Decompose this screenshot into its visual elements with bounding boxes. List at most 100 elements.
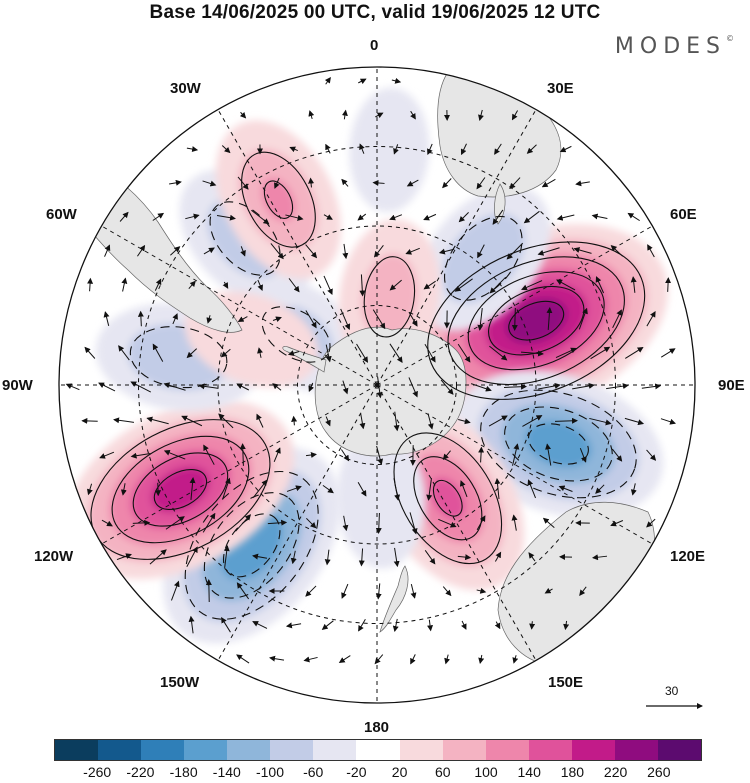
wind-arrow xyxy=(169,179,182,186)
wind-arrow xyxy=(290,550,297,565)
lon-label-60w: 60W xyxy=(46,206,77,223)
wind-arrow xyxy=(376,376,383,399)
wind-arrow xyxy=(438,518,457,528)
colorbar xyxy=(54,739,702,761)
wind-arrow xyxy=(427,413,434,430)
wind-arrow xyxy=(342,243,349,260)
wind-arrow xyxy=(590,346,611,360)
wind-arrow xyxy=(165,516,185,530)
wind-arrow xyxy=(438,248,455,255)
wind-arrow xyxy=(321,620,334,630)
wind-arrow xyxy=(170,246,181,256)
wind-arrow xyxy=(119,211,129,222)
wind-arrow xyxy=(440,379,454,395)
wind-arrow xyxy=(595,484,605,494)
contour-line xyxy=(203,492,300,599)
wind-arrow xyxy=(478,446,485,463)
wind-arrow xyxy=(308,110,315,120)
wind-arrow xyxy=(521,280,543,291)
wind-arrow xyxy=(477,244,485,259)
wind-arrow xyxy=(152,212,165,221)
lon-label-30w: 30W xyxy=(170,80,201,97)
wind-arrow xyxy=(375,512,382,535)
wind-arrow xyxy=(406,179,419,187)
wind-arrow xyxy=(589,417,612,426)
wind-arrow xyxy=(267,519,288,526)
lon-label-90e: 90E xyxy=(718,377,745,394)
wind-arrow xyxy=(188,615,195,634)
geopotential-anomaly-field xyxy=(66,87,668,644)
wind-arrow xyxy=(476,587,487,594)
wind-arrow xyxy=(285,214,304,221)
wind-arrow xyxy=(306,517,317,529)
colorbar-tick-label: 220 xyxy=(603,764,628,780)
wind-arrow xyxy=(172,313,178,325)
wind-arrow xyxy=(494,477,501,500)
lon-label-90w: 90W xyxy=(2,377,33,394)
colorbar-tick-label: -260 xyxy=(83,764,112,780)
wind-arrow xyxy=(324,549,331,566)
lon-label-120e: 120E xyxy=(670,548,706,565)
wind-arrow xyxy=(220,348,231,358)
graticule xyxy=(59,67,695,703)
wind-arrow xyxy=(506,242,524,260)
wind-arrow xyxy=(152,343,164,362)
wind-arrow xyxy=(287,350,300,356)
contour-line xyxy=(111,435,250,544)
wind-arrow xyxy=(494,621,501,630)
reference-vector-label: 30 xyxy=(665,684,679,698)
colorbar-tick-label: -20 xyxy=(346,764,367,780)
wind-arrow xyxy=(341,109,348,120)
wind-arrow xyxy=(203,444,215,465)
wind-arrow xyxy=(202,512,216,533)
wind-arrow xyxy=(323,275,333,296)
wind-arrow xyxy=(489,276,507,294)
wind-arrow xyxy=(427,143,433,155)
wind-arrow xyxy=(120,483,127,496)
contour-line xyxy=(527,423,589,465)
wind-arrow xyxy=(163,449,186,460)
wind-arrow xyxy=(389,279,402,291)
wind-arrow xyxy=(511,307,518,331)
colorbar-tick-label: -60 xyxy=(303,764,324,780)
anomaly-band xyxy=(430,477,466,520)
contour-line xyxy=(444,215,523,301)
latitude-circle xyxy=(297,305,457,465)
wind-arrow xyxy=(154,278,162,291)
wind-arrow xyxy=(270,243,284,260)
wind-arrow xyxy=(325,416,331,427)
wind-arrow xyxy=(630,483,637,496)
wind-arrow xyxy=(442,178,452,189)
wind-arrow xyxy=(612,309,622,329)
wind-arrow xyxy=(646,518,656,528)
wind-arrow xyxy=(457,343,471,363)
wind-arrow xyxy=(359,274,366,297)
wind-arrow xyxy=(221,145,231,154)
contour-line xyxy=(432,479,463,517)
wind-arrow xyxy=(410,110,416,120)
wind-arrow xyxy=(389,343,403,364)
wind-arrow xyxy=(442,450,451,461)
wind-arrow xyxy=(391,77,402,84)
wind-arrow xyxy=(392,618,399,633)
wind-arrow xyxy=(357,481,367,497)
wind-arrow xyxy=(511,514,518,531)
wind-arrow xyxy=(544,587,553,594)
wind-arrow xyxy=(257,279,263,291)
wind-arrow xyxy=(509,177,521,190)
wind-arrow xyxy=(573,247,592,254)
chart-title: Base 14/06/2025 00 UTC, valid 19/06/2025… xyxy=(149,2,601,23)
wind-arrow xyxy=(104,244,111,257)
wind-arrow xyxy=(393,547,400,568)
wind-arrow xyxy=(503,383,527,390)
wind-arrow xyxy=(289,146,298,153)
wind-arrow xyxy=(579,586,587,596)
wind-arrow xyxy=(288,278,300,293)
wind-arrow xyxy=(130,452,151,459)
wind-arrow xyxy=(188,280,196,289)
wind-arrow xyxy=(222,281,229,289)
wind-arrow xyxy=(408,311,418,327)
wind-arrow xyxy=(239,111,247,119)
colorbar-tick-label: -220 xyxy=(126,764,155,780)
wind-arrow xyxy=(356,343,368,363)
